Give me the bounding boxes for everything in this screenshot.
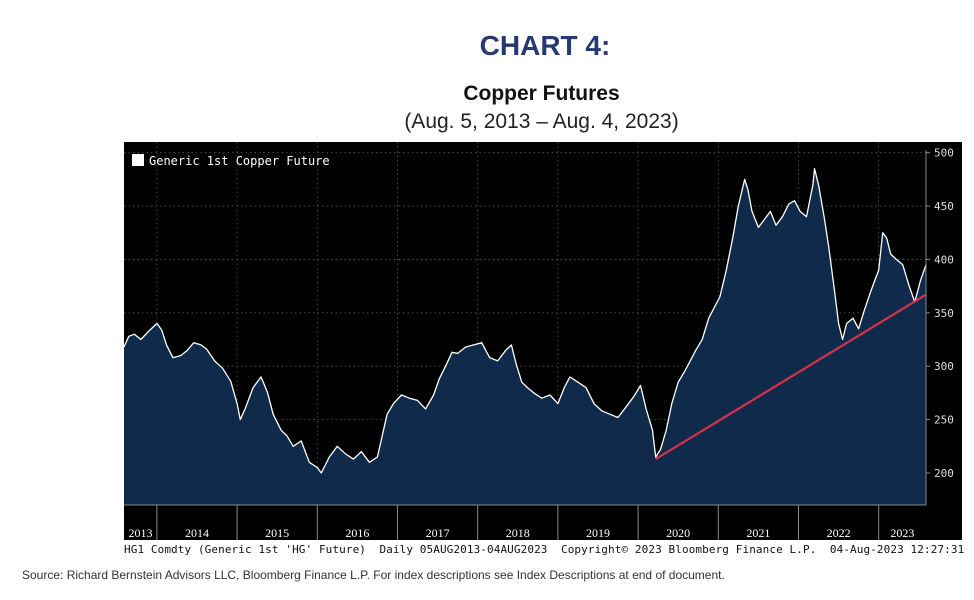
y-axis: 200 250 300 350 400 450 500 — [926, 147, 954, 480]
series-line-generic-1st-copper-future — [123, 168, 927, 474]
trendline — [655, 293, 927, 461]
x-tick-label: 2013 — [128, 526, 152, 540]
y-tick-label: 200 — [934, 467, 954, 480]
x-axis: 2013 2014 2015 2016 2017 2018 2019 2020 2021 2022… — [128, 505, 914, 540]
source-note: Source: Richard Bernstein Advisors LLC, … — [22, 568, 725, 582]
chart-subtitle: (Aug. 5, 2013 – Aug. 4, 2023) — [404, 110, 679, 133]
x-tick-label: 2019 — [586, 526, 610, 540]
y-tick-label: 350 — [934, 307, 954, 320]
legend-label: Generic 1st Copper Future — [149, 154, 330, 168]
x-tick-label: 2022 — [827, 526, 851, 540]
x-tick-label: 2015 — [265, 526, 289, 540]
y-tick-label: 500 — [934, 147, 954, 160]
x-tick-label: 2023 — [890, 526, 914, 540]
y-tick-label: 250 — [934, 414, 954, 427]
x-tick-label: 2016 — [345, 526, 369, 540]
bloomberg-footer: HG1 Comdty (Generic 1st 'HG' Future) Dai… — [124, 543, 965, 556]
y-tick-label: 450 — [934, 200, 954, 213]
y-tick-label: 300 — [934, 360, 954, 373]
x-tick-label: 2021 — [746, 526, 770, 540]
chart-title: Copper Futures — [463, 82, 620, 105]
x-tick-label: 2014 — [185, 526, 209, 540]
chart-heading: CHART 4: — [479, 30, 611, 61]
legend: Generic 1st Copper Future — [132, 154, 330, 168]
x-tick-label: 2017 — [426, 526, 450, 540]
series-area — [124, 168, 926, 505]
y-tick-label: 400 — [934, 253, 954, 266]
chart-figure: 2013 2014 2015 2016 2017 2018 2019 2020 2021 2022… — [123, 142, 962, 540]
x-tick-label: 2020 — [666, 526, 690, 540]
x-tick-label: 2018 — [506, 526, 530, 540]
legend-swatch — [132, 154, 144, 166]
